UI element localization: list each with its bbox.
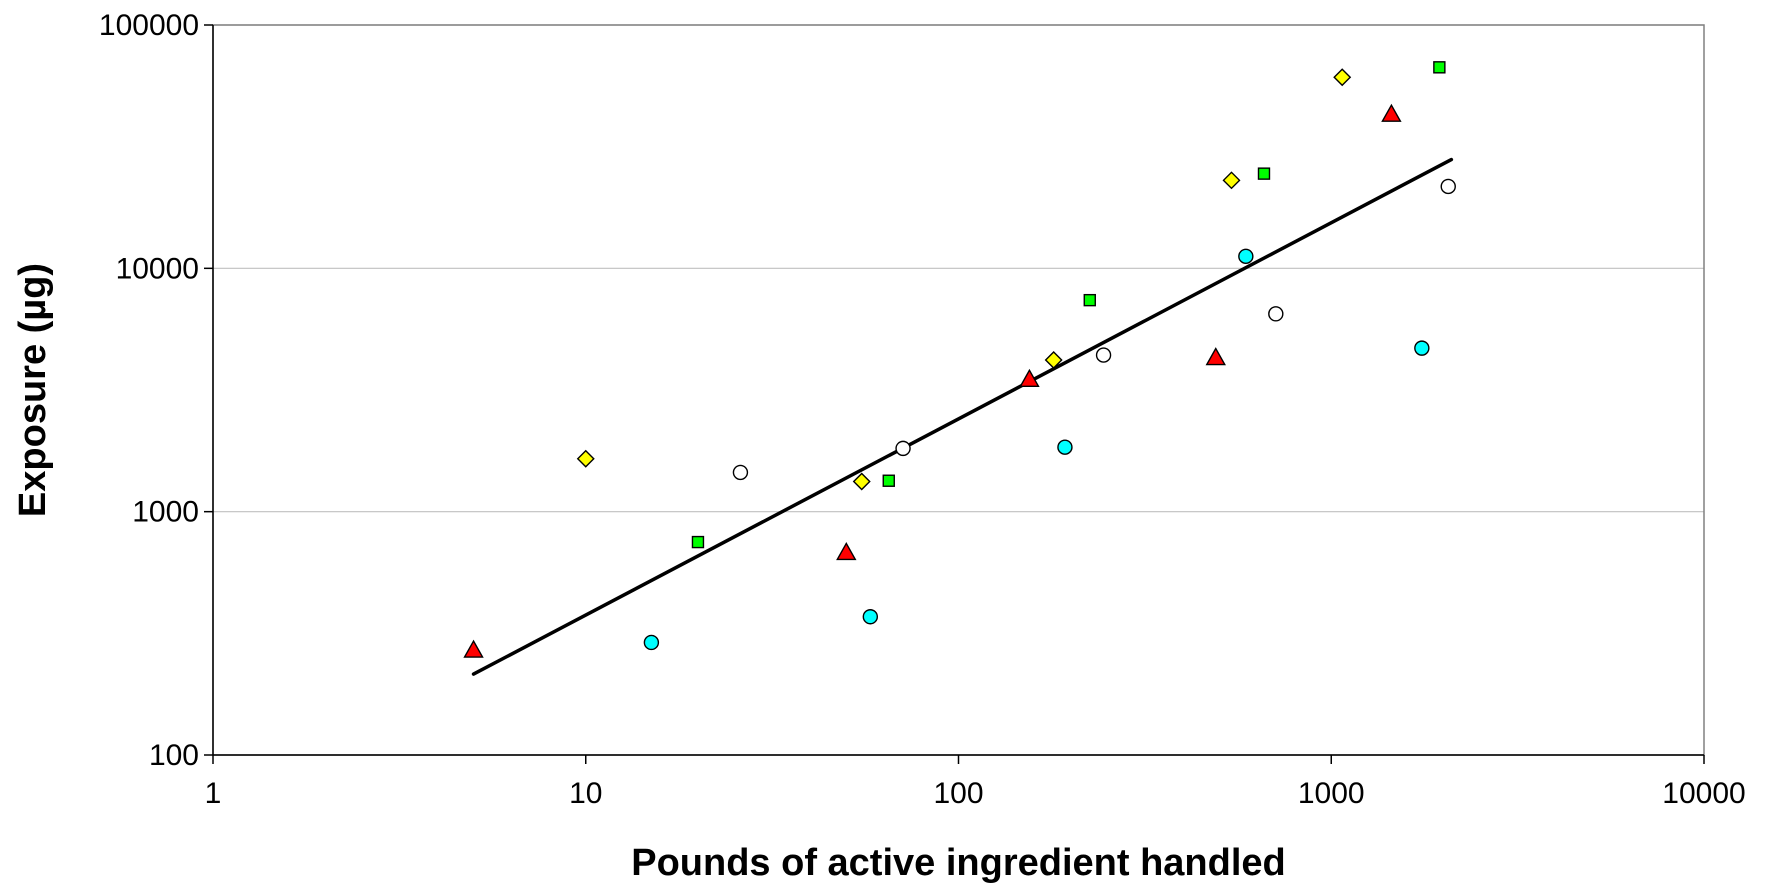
data-point-diamond [1044, 351, 1063, 369]
data-point-square [691, 535, 705, 549]
x-tick-label: 100 [933, 777, 983, 810]
data-point-triangle [463, 639, 484, 658]
x-tick-label: 10 [569, 777, 602, 810]
y-tick-label: 10000 [116, 252, 199, 285]
data-point-circle [1095, 347, 1112, 363]
axes [204, 24, 1705, 764]
y-tick-label: 100000 [99, 9, 199, 42]
x-tick-label: 1000 [1298, 777, 1365, 810]
trendline-group [471, 157, 1454, 676]
data-point-triangle [1019, 368, 1040, 387]
data-point-circle [1238, 248, 1254, 265]
gridlines [213, 24, 1704, 756]
data-point-circle [1268, 306, 1284, 322]
data-point-circle [862, 609, 879, 625]
data-point-triangle [836, 541, 857, 561]
data-point-diamond [576, 449, 595, 468]
data-point-diamond [852, 472, 871, 491]
data-point-triangle [1205, 347, 1226, 366]
x-axis-title: Pounds of active ingredient handled [631, 842, 1286, 884]
data-point-triangle [1381, 103, 1402, 122]
y-axis-title: Exposure (µg) [12, 263, 54, 517]
data-point-circle [1414, 340, 1430, 356]
y-tick-label: 1000 [132, 496, 199, 529]
plot-area-frame [212, 24, 1705, 756]
data-point-square [1433, 61, 1446, 74]
data-point-square [1257, 167, 1271, 180]
x-tick-label: 10000 [1662, 777, 1745, 810]
data-point-diamond [1333, 68, 1352, 87]
data-point-square [882, 474, 895, 487]
data-point-circle [895, 440, 911, 457]
data-point-circle [1057, 439, 1073, 455]
y-tick-label: 100 [149, 739, 199, 772]
data-point-circle [1440, 178, 1456, 195]
data-points [463, 61, 1456, 658]
data-point-square [1083, 293, 1096, 307]
tick-labels: 1 10 100 1000 10000 100 1000 10000 100000 [99, 9, 1746, 810]
data-point-circle [732, 464, 749, 481]
trendline [471, 157, 1454, 676]
data-point-diamond [1222, 171, 1241, 190]
data-point-circle [643, 634, 660, 651]
x-tick-label: 1 [205, 777, 222, 810]
